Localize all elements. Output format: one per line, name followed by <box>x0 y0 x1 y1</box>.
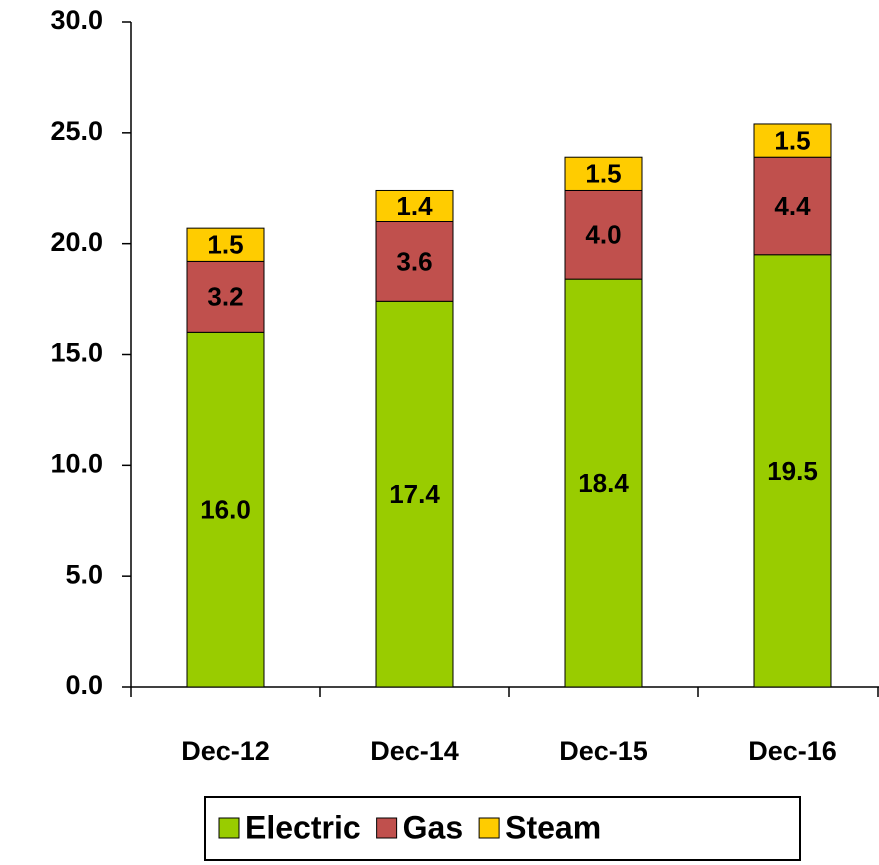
y-tick-label: 10.0 <box>50 448 103 478</box>
legend-swatch <box>376 817 398 839</box>
y-tick-label: 25.0 <box>50 116 103 146</box>
x-tick-label: Dec-14 <box>370 736 459 766</box>
data-label: 4.4 <box>774 191 811 221</box>
legend-swatch <box>218 817 240 839</box>
data-label: 19.5 <box>767 456 818 486</box>
legend-label: Gas <box>403 809 463 845</box>
data-label: 3.2 <box>207 282 243 312</box>
bar-segment <box>564 156 643 191</box>
data-label: 1.4 <box>396 191 433 221</box>
data-label: 18.4 <box>578 468 629 498</box>
data-label: 16.0 <box>200 495 251 525</box>
data-label: 1.5 <box>207 230 243 260</box>
bar-segment <box>375 189 454 222</box>
y-tick-label: 15.0 <box>50 338 103 368</box>
data-label: 3.6 <box>396 246 432 276</box>
legend-label: Electric <box>245 809 361 845</box>
x-tick-label: Dec-12 <box>181 736 270 766</box>
x-tick-label: Dec-15 <box>559 736 648 766</box>
legend-label: Steam <box>505 809 601 845</box>
data-label: 4.0 <box>585 220 621 250</box>
bar-segment <box>186 260 265 333</box>
bar-segment <box>375 300 454 688</box>
bar-segment <box>564 189 643 280</box>
bar-segment <box>753 123 832 158</box>
x-tick-label: Dec-16 <box>748 736 837 766</box>
bar-segment <box>186 227 265 262</box>
bar-segment <box>564 278 643 688</box>
y-tick-label: 0.0 <box>65 670 103 700</box>
bar-segment <box>753 156 832 256</box>
data-label: 1.5 <box>774 125 810 155</box>
bar-segment <box>186 331 265 688</box>
bar-segment <box>753 254 832 688</box>
y-tick-label: 20.0 <box>50 227 103 257</box>
data-label: 17.4 <box>389 479 440 509</box>
legend-swatch <box>478 817 500 839</box>
y-tick-label: 5.0 <box>65 559 103 589</box>
data-label: 1.5 <box>585 159 621 189</box>
bar-segment <box>375 221 454 302</box>
legend <box>204 796 801 861</box>
y-tick-label: 30.0 <box>50 5 103 35</box>
